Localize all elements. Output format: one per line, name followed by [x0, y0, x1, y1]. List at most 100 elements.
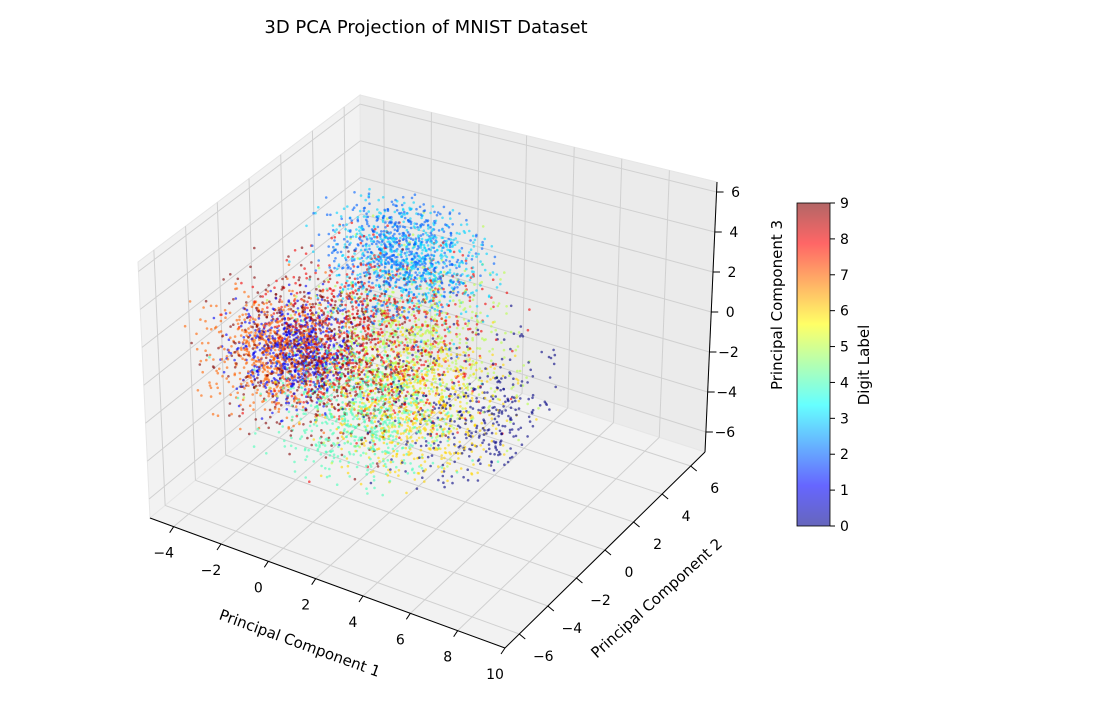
scatter-point: [309, 331, 313, 334]
scatter-point: [552, 348, 555, 352]
scatter-point: [375, 242, 378, 246]
scatter-point: [400, 255, 403, 259]
scatter-point: [429, 428, 433, 432]
scatter-point: [366, 222, 369, 226]
scatter-point: [290, 348, 294, 351]
scatter-point: [452, 250, 456, 254]
grid-line: [255, 429, 606, 551]
scatter-point: [458, 346, 461, 349]
scatter-point: [406, 263, 409, 267]
scatter-point: [283, 317, 287, 321]
scatter-point: [305, 328, 308, 332]
scatter-point: [287, 308, 291, 311]
scatter-point: [362, 207, 366, 210]
scatter-point: [432, 324, 435, 328]
scatter-point: [418, 345, 422, 348]
scatter-point: [393, 419, 397, 423]
scatter-point: [368, 276, 371, 280]
scatter-point: [353, 331, 357, 335]
scatter-point: [449, 279, 452, 282]
scatter-point: [424, 353, 428, 357]
scatter-point: [339, 286, 342, 289]
scatter-point: [456, 431, 459, 434]
scatter-point: [350, 259, 354, 263]
scatter-point: [263, 313, 267, 317]
scatter-point: [383, 402, 387, 405]
scatter-point: [301, 339, 305, 342]
scatter-point: [438, 280, 442, 283]
scatter-point: [422, 209, 426, 213]
scatter-point: [458, 332, 462, 336]
scatter-point: [468, 363, 472, 366]
scatter-point: [283, 305, 287, 308]
scatter-point: [414, 260, 417, 264]
scatter-point: [434, 380, 437, 384]
scatter-point: [428, 235, 431, 238]
scatter-point: [450, 255, 454, 259]
scatter-point: [306, 323, 309, 327]
scatter-point: [412, 279, 416, 282]
scatter-point: [429, 404, 433, 407]
scatter-point: [391, 347, 395, 351]
scatter-point: [365, 220, 369, 223]
scatter-point: [528, 308, 531, 311]
scatter-point: [502, 402, 505, 406]
scatter-point: [332, 228, 335, 232]
scatter-point: [354, 397, 357, 400]
scatter-point: [300, 246, 304, 249]
scatter-point: [375, 278, 379, 282]
scatter-point: [404, 238, 408, 241]
grid-line: [359, 103, 717, 193]
scatter-point: [424, 315, 427, 319]
scatter-point: [318, 307, 321, 310]
scatter-point: [413, 334, 417, 338]
scatter-point: [366, 359, 370, 363]
scatter-point: [415, 263, 418, 266]
scatter-point: [376, 396, 379, 400]
scatter-point: [401, 326, 404, 329]
scatter-point: [345, 355, 349, 359]
scatter-point: [341, 297, 345, 300]
scatter-point: [397, 399, 401, 402]
scatter-point: [344, 408, 348, 411]
scatter-point: [502, 338, 506, 341]
scatter-point: [471, 275, 474, 278]
scatter-point: [449, 217, 452, 220]
scatter-point: [502, 363, 505, 367]
scatter-point: [448, 348, 451, 351]
scatter-point: [465, 257, 468, 260]
scatter-point: [467, 274, 470, 277]
scatter-point: [418, 379, 422, 383]
scatter-point: [378, 307, 382, 311]
scatter-point: [410, 326, 414, 329]
scatter-point: [344, 228, 347, 231]
scatter-point: [330, 292, 334, 296]
scatter-point: [444, 356, 448, 360]
scatter-point: [354, 327, 358, 331]
scatter-point: [471, 336, 474, 340]
scatter-point: [434, 261, 438, 265]
scatter-point: [395, 237, 398, 240]
scatter-point: [493, 417, 497, 421]
scatter-point: [481, 427, 485, 430]
scatter-point: [415, 340, 418, 344]
scatter-point: [461, 327, 465, 330]
scatter-point: [432, 357, 436, 360]
scatter-point: [457, 452, 460, 455]
scatter-point: [365, 245, 368, 248]
scatter-point: [385, 360, 388, 363]
scatter-point: [473, 424, 477, 428]
scatter-point: [409, 277, 413, 281]
scatter-point: [359, 275, 362, 279]
scatter-point: [349, 361, 353, 365]
scatter-point: [311, 322, 314, 325]
scatter-point: [445, 303, 449, 306]
scatter-point: [368, 419, 371, 422]
scatter-point: [383, 349, 387, 353]
scatter-point: [466, 324, 469, 328]
scatter-point: [225, 366, 229, 369]
scatter-point: [333, 395, 336, 399]
scatter-point: [299, 369, 302, 373]
scatter-point: [268, 328, 272, 332]
scatter-point: [468, 455, 471, 458]
